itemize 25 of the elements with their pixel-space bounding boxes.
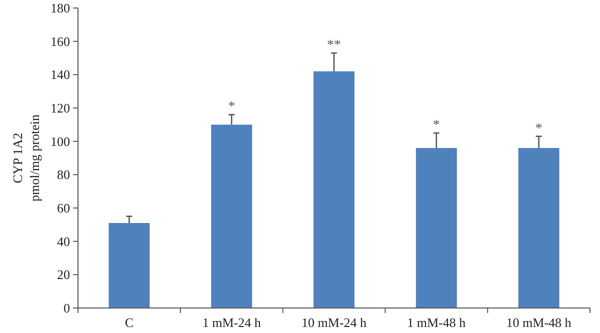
bar	[314, 71, 354, 308]
bar	[518, 148, 560, 308]
y-tick-label: 80	[57, 167, 70, 182]
y-axis-title: CYP 1A2 pmol/mg protein	[10, 114, 42, 202]
y-tick-label: 160	[50, 34, 70, 49]
x-tick-label: 10 mM-48 h	[506, 315, 572, 330]
x-tick-label: 10 mM-24 h	[302, 315, 367, 330]
y-tick-label: 40	[57, 234, 70, 249]
y-tick-label: 60	[57, 200, 70, 216]
y-tick-label: 20	[57, 267, 70, 282]
annotation: *	[535, 121, 542, 136]
annotation: **	[327, 38, 341, 53]
x-tick-label: 1 mM-48 h	[407, 315, 466, 330]
annotation: *	[228, 100, 236, 115]
y-tick-label: 120	[50, 100, 70, 116]
x-tick-label: C	[124, 315, 134, 330]
y-tick-label: 100	[50, 134, 70, 149]
y-tick-label: 0	[64, 300, 70, 316]
bar	[108, 223, 150, 308]
x-tick-label: 1 mM-24 h	[202, 315, 262, 330]
y-tick-label: 140	[50, 67, 70, 82]
bar	[211, 124, 252, 308]
bar	[416, 148, 457, 308]
y-tick-label: 180	[50, 0, 70, 16]
annotation: *	[432, 118, 440, 133]
